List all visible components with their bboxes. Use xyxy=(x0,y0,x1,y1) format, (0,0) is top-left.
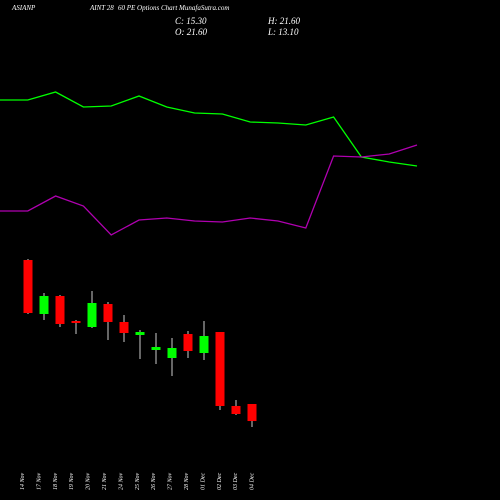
candle-body xyxy=(23,260,33,313)
indicator-line xyxy=(0,91,418,167)
candle-body xyxy=(135,332,145,335)
stat-close: C: 15.30 xyxy=(175,16,207,26)
candle-body xyxy=(231,406,241,414)
x-tick-label: 02 Dec xyxy=(217,473,223,490)
candle-body xyxy=(199,336,209,353)
x-tick-label: 19 Nov xyxy=(69,472,75,490)
title-part: AINT 28 xyxy=(89,4,114,12)
candle-body xyxy=(87,303,97,327)
x-tick-label: 25 Nov xyxy=(135,472,141,490)
title-part: 60 PE Options Chart MunafaSutra.com xyxy=(118,4,229,12)
candle-body xyxy=(151,347,161,350)
candle-body xyxy=(71,321,81,323)
candle-body xyxy=(167,348,177,358)
x-tick-label: 28 Nov xyxy=(184,472,190,490)
x-tick-label: 04 Dec xyxy=(249,473,256,490)
x-tick-label: 24 Nov xyxy=(117,472,124,490)
candle-body xyxy=(119,322,129,333)
x-tick-label: 26 Nov xyxy=(151,472,157,490)
candle-body xyxy=(103,304,113,322)
candle-body xyxy=(55,296,65,324)
candle-body xyxy=(183,334,193,351)
indicator-line xyxy=(0,144,418,236)
candle-body xyxy=(247,404,257,422)
stat-low: L: 13.10 xyxy=(267,27,299,37)
stat-open: O: 21.60 xyxy=(175,27,207,37)
x-tick-label: 14 Nov xyxy=(19,472,26,490)
x-tick-label: 21 Nov xyxy=(102,472,108,490)
candle-body xyxy=(215,332,225,406)
x-tick-label: 27 Nov xyxy=(168,472,174,490)
title-part: ASIANP xyxy=(11,4,36,12)
x-tick-label: 17 Nov xyxy=(36,472,42,490)
x-tick-label: 20 Nov xyxy=(86,472,92,490)
x-tick-label: 03 Dec xyxy=(233,473,239,490)
stat-high: H: 21.60 xyxy=(267,16,300,26)
x-tick-label: 01 Dec xyxy=(200,473,206,490)
candle-body xyxy=(39,296,49,314)
x-tick-label: 18 Nov xyxy=(53,472,59,490)
